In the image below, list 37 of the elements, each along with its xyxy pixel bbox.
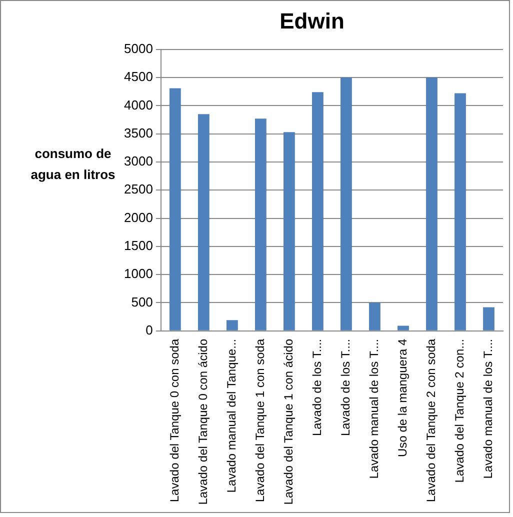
bar xyxy=(226,320,238,330)
bar xyxy=(340,78,352,330)
bar xyxy=(454,93,466,330)
bar xyxy=(369,302,380,330)
y-axis-title: consumo de agua en litros xyxy=(30,146,116,182)
y-tick-label: 4000 xyxy=(124,97,153,112)
x-tick-label: Lavado del Tanque 1 con ácido xyxy=(282,338,296,505)
bar xyxy=(254,118,266,330)
x-tick-label: Lavado manual de los T.... xyxy=(367,338,382,479)
x-tick-label: Lavado del Tanque 1 con soda xyxy=(253,338,268,502)
x-tick-label: Lavado del Tanque 0 con ácido xyxy=(196,338,210,505)
y-tick-label: 3500 xyxy=(124,125,153,140)
y-tick-label: 1500 xyxy=(124,238,153,254)
bar xyxy=(483,307,494,330)
chart-title: Edwin xyxy=(280,8,344,34)
y-tick-label: 1000 xyxy=(124,266,153,282)
x-tick-label: Uso de la manguera 4 xyxy=(396,338,410,457)
y-tick-label: 5000 xyxy=(124,40,153,56)
x-tick-label: Lavado manual de los T.... xyxy=(481,338,496,479)
y-tick-label: 2000 xyxy=(124,210,153,225)
x-tick-label: Lavado del Tanque 0 con soda xyxy=(167,338,182,502)
x-tick-label: Lavado de los T.... xyxy=(310,338,324,436)
x-tick-label: Lavado del Tanque 2 con... xyxy=(452,338,467,483)
bar xyxy=(198,114,210,330)
bar xyxy=(398,326,409,330)
bar xyxy=(284,132,295,330)
y-tick-label: 500 xyxy=(131,294,153,310)
x-tick-label: Lavado manual del Tanque... xyxy=(224,338,238,493)
bar xyxy=(426,78,438,330)
x-tick-label: Lavado de los T.... xyxy=(338,338,353,436)
bar xyxy=(312,92,324,330)
x-tick-label: Lavado del Tanque 2 con soda xyxy=(424,338,438,502)
bar xyxy=(169,88,181,330)
y-tick-label: 0 xyxy=(146,322,153,338)
y-tick-label: 4500 xyxy=(124,69,153,84)
y-tick-label: 2500 xyxy=(124,182,153,197)
y-tick-label: 3000 xyxy=(124,154,153,169)
